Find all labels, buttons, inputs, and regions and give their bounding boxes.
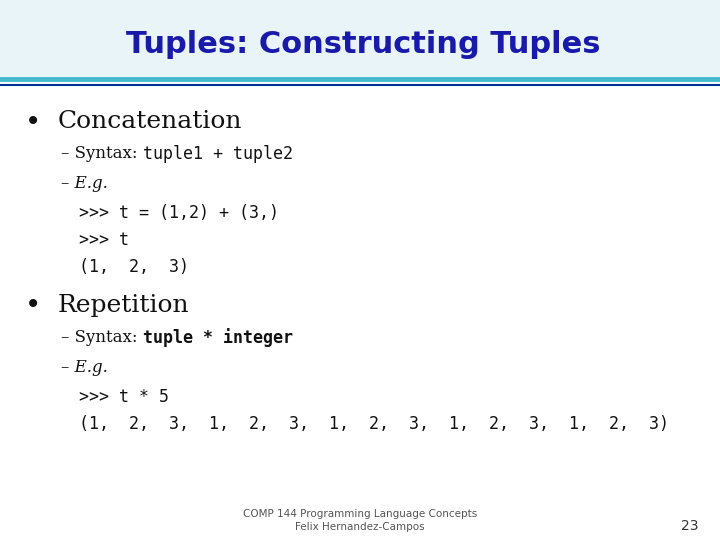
Text: •: •: [25, 107, 42, 136]
Text: COMP 144 Programming Language Concepts: COMP 144 Programming Language Concepts: [243, 509, 477, 519]
Text: Concatenation: Concatenation: [58, 110, 242, 133]
Text: Tuples: Constructing Tuples: Tuples: Constructing Tuples: [126, 30, 600, 59]
Text: >>> t: >>> t: [79, 231, 129, 249]
Text: tuple1 + tuple2: tuple1 + tuple2: [143, 145, 293, 163]
Text: (1,  2,  3,  1,  2,  3,  1,  2,  3,  1,  2,  3,  1,  2,  3): (1, 2, 3, 1, 2, 3, 1, 2, 3, 1, 2, 3, 1, …: [79, 415, 669, 433]
Text: tuple * integer: tuple * integer: [143, 328, 293, 347]
Text: – Syntax:: – Syntax:: [61, 329, 143, 346]
Text: – E.g.: – E.g.: [61, 359, 108, 376]
FancyBboxPatch shape: [0, 0, 720, 78]
Text: >>> t * 5: >>> t * 5: [79, 388, 169, 406]
Text: 23: 23: [681, 519, 698, 534]
Text: •: •: [25, 291, 42, 319]
Text: Felix Hernandez-Campos: Felix Hernandez-Campos: [295, 522, 425, 531]
Text: >>> t = (1,2) + (3,): >>> t = (1,2) + (3,): [79, 204, 279, 222]
Text: – Syntax:: – Syntax:: [61, 145, 143, 163]
Text: Repetition: Repetition: [58, 294, 189, 316]
Text: (1,  2,  3): (1, 2, 3): [79, 258, 189, 276]
Text: – E.g.: – E.g.: [61, 175, 108, 192]
